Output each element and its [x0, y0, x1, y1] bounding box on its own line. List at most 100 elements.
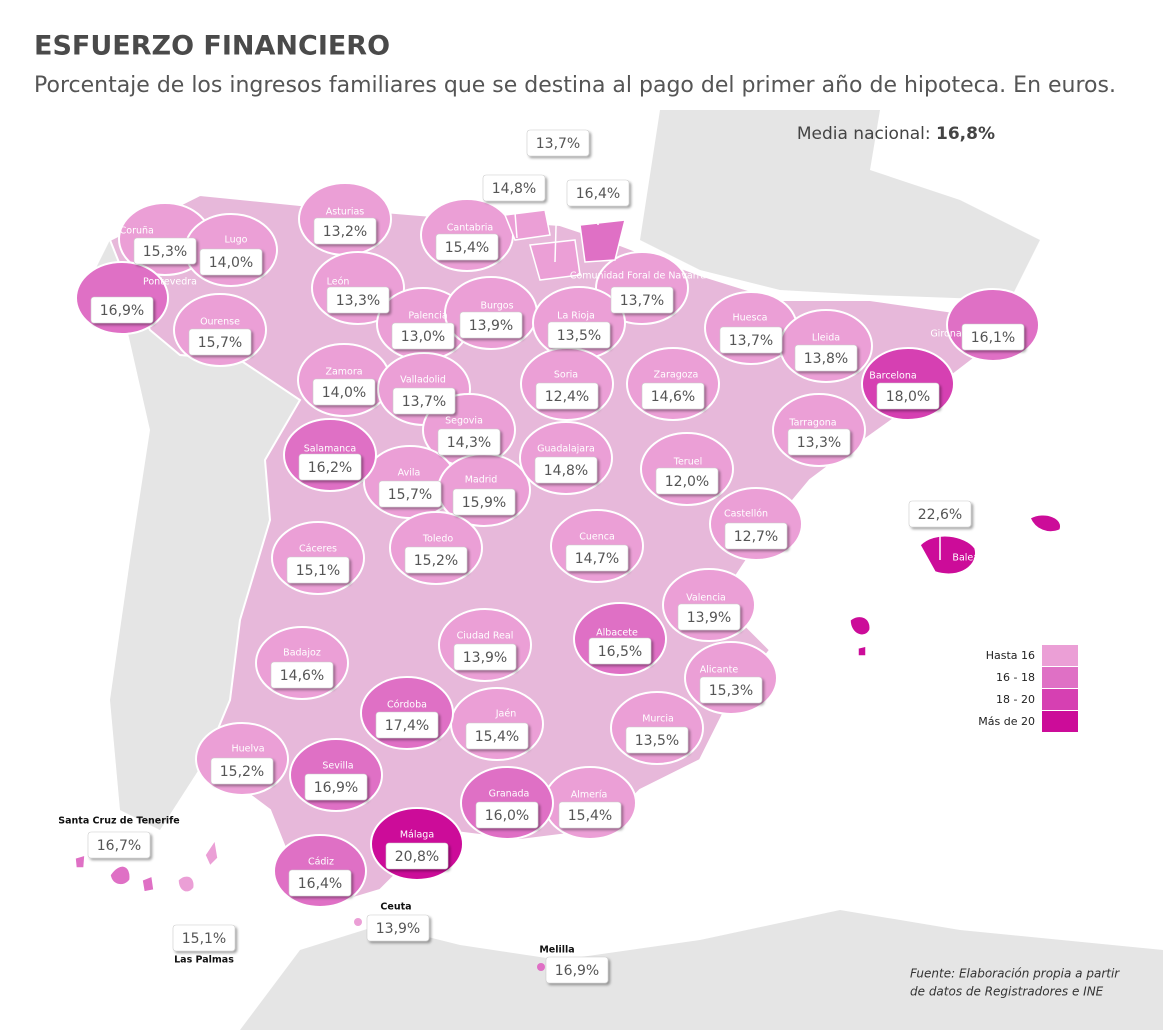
value-box — [172, 924, 236, 952]
france-land — [640, 110, 1040, 300]
value-box — [655, 467, 719, 495]
value-label: 14,8% — [492, 181, 536, 197]
value-box — [199, 248, 263, 276]
province-name: Teruel — [673, 457, 702, 468]
province-shape — [177, 838, 219, 893]
province-name: Comunidad Foral de Navarra — [570, 271, 706, 282]
province-name: Melilla — [539, 945, 574, 956]
title: ESFUERZO FINANCIERO — [34, 31, 390, 62]
province-name: Cáceres — [299, 544, 337, 555]
province-name: Palencia — [408, 311, 447, 322]
value-label: 17,4% — [385, 718, 429, 734]
province-name: Zamora — [325, 367, 362, 378]
value-label: 16,5% — [598, 644, 642, 660]
value-box — [453, 643, 517, 671]
province-name: Avila — [398, 468, 421, 479]
value-label: 14,0% — [322, 385, 366, 401]
value-box — [641, 382, 705, 410]
value-label: 16,9% — [555, 963, 599, 979]
value-box — [298, 453, 362, 481]
value-box — [304, 773, 368, 801]
value-box — [677, 603, 741, 631]
africa-land — [240, 910, 1163, 1030]
value-label: 13,0% — [401, 329, 445, 345]
legend-label: Hasta 16 — [986, 649, 1035, 662]
value-box — [547, 321, 611, 349]
value-label: 12,0% — [665, 474, 709, 490]
province-labels: A Coruña 15,3% Lugo 14,0% Asturias 13,2% Canta… — [58, 115, 1025, 984]
value-label: 16,9% — [100, 303, 144, 319]
province-name: Ourense — [200, 317, 240, 328]
province-name: Lugo — [225, 235, 248, 246]
province-name: Asturias — [326, 207, 365, 218]
value-label: 13,7% — [536, 136, 580, 152]
value-box — [534, 456, 598, 484]
province-name: Segovia — [445, 416, 483, 427]
province-name: Ciudad Real — [457, 631, 514, 642]
province-name: Albacete — [596, 628, 638, 639]
value-box — [876, 382, 940, 410]
province-name: Madrid — [465, 475, 498, 486]
province-name: Huelva — [231, 744, 264, 755]
value-box — [90, 296, 154, 324]
province-name: Alicante — [700, 665, 739, 676]
value-box — [908, 500, 972, 528]
value-label: 22,6% — [918, 507, 962, 523]
value-label: 12,4% — [545, 389, 589, 405]
legend-swatch — [1042, 689, 1078, 710]
province-name: Jaén — [495, 709, 517, 720]
province-name: Cádiz — [308, 857, 334, 868]
value-label: 16,4% — [298, 876, 342, 892]
value-label: 13,8% — [804, 351, 848, 367]
value-box — [558, 801, 622, 829]
value-label: 13,7% — [402, 394, 446, 410]
province-shape — [74, 853, 155, 893]
province-name: Valencia — [686, 593, 726, 604]
province-name: Cantabria — [447, 223, 493, 234]
value-box — [385, 842, 449, 870]
province-name: Burgos — [480, 301, 513, 312]
province-shape — [579, 219, 626, 263]
national-average-label: Media nacional: — [797, 124, 931, 144]
province-name: Las Palmas — [174, 955, 234, 966]
value-box — [545, 956, 609, 984]
legend-label: 18 - 20 — [996, 693, 1035, 706]
province-name: Murcia — [642, 714, 674, 725]
value-label: 14,8% — [544, 463, 588, 479]
value-box — [566, 179, 630, 207]
province-shape — [537, 963, 545, 971]
value-box — [452, 488, 516, 516]
province-name: Salamanca — [304, 444, 356, 455]
province-name: Guipúzcoa — [565, 167, 615, 178]
value-label: 13,3% — [797, 435, 841, 451]
value-box — [719, 326, 783, 354]
national-average: Media nacional: 16,8% — [797, 124, 995, 144]
value-label: 15,4% — [475, 729, 519, 745]
province-name: Castellón — [724, 509, 768, 520]
value-box — [87, 831, 151, 859]
value-box — [699, 676, 763, 704]
province-shape — [849, 514, 1062, 657]
legend-label: 16 - 18 — [996, 671, 1035, 684]
province-name: Almería — [571, 790, 608, 801]
value-box — [404, 546, 468, 574]
value-label: 15,4% — [568, 808, 612, 824]
value-label: 13,9% — [469, 318, 513, 334]
value-label: 13,3% — [336, 293, 380, 309]
value-box — [286, 556, 350, 584]
legend-swatch — [1042, 711, 1078, 732]
value-label: 15,9% — [462, 495, 506, 511]
value-box — [392, 387, 456, 415]
value-box — [625, 726, 689, 754]
value-box — [465, 722, 529, 750]
value-label: 13,5% — [557, 328, 601, 344]
province-name: Santa Cruz de Tenerife — [58, 816, 179, 827]
value-box — [787, 428, 851, 456]
national-average-value: 16,8% — [936, 124, 995, 144]
value-box — [288, 869, 352, 897]
value-box — [475, 801, 539, 829]
province-name: Soria — [554, 370, 578, 381]
province-name: Álava — [544, 115, 570, 127]
province-name: Girona — [930, 329, 961, 340]
